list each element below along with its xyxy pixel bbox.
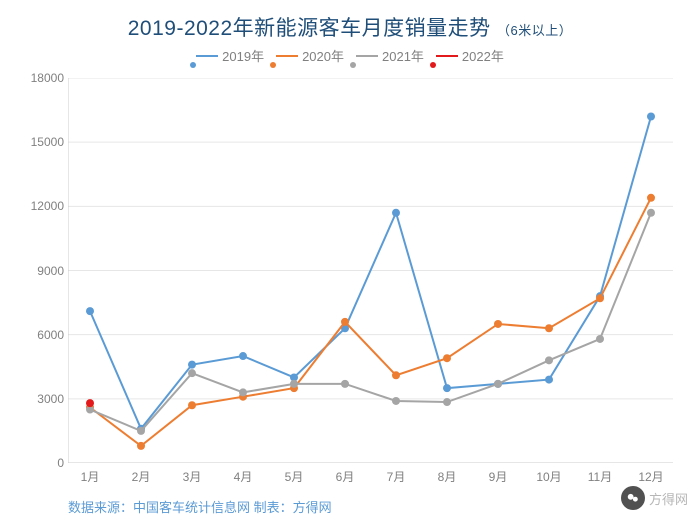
y-tick-label: 6000 xyxy=(37,328,64,342)
series-marker xyxy=(647,113,655,121)
series-marker xyxy=(443,384,451,392)
x-tick-label: 5月 xyxy=(285,468,304,485)
x-tick-label: 11月 xyxy=(588,468,612,485)
series-marker xyxy=(290,380,298,388)
x-tick-label: 12月 xyxy=(638,468,663,485)
legend-label: 2022年 xyxy=(462,46,504,65)
series-line xyxy=(90,213,651,431)
y-tick-label: 3000 xyxy=(37,392,64,406)
legend-swatch xyxy=(276,55,298,57)
title-sub: （6米以上） xyxy=(497,23,572,38)
legend-item: 2019年 xyxy=(196,46,264,65)
x-tick-label: 7月 xyxy=(387,468,406,485)
legend-item: 2022年 xyxy=(436,46,504,65)
legend-item: 2020年 xyxy=(276,46,344,65)
x-tick-label: 3月 xyxy=(183,468,202,485)
series-marker xyxy=(188,369,196,377)
chart-container: 2019-2022年新能源客车月度销量走势 （6米以上） 2019年2020年2… xyxy=(0,0,700,532)
legend-item: 2021年 xyxy=(356,46,424,65)
series-marker xyxy=(545,356,553,364)
series-marker xyxy=(545,324,553,332)
series-marker xyxy=(137,442,145,450)
chart-title: 2019-2022年新能源客车月度销量走势 （6米以上） xyxy=(0,12,700,42)
footer-source: 数据来源：中国客车统计信息网 制表：方得网 xyxy=(68,497,332,516)
series-marker xyxy=(647,209,655,217)
series-marker xyxy=(341,318,349,326)
series-marker xyxy=(86,307,94,315)
legend-label: 2021年 xyxy=(382,46,424,65)
series-marker xyxy=(392,371,400,379)
x-tick-label: 1月 xyxy=(81,468,100,485)
title-main: 2019-2022年新能源客车月度销量走势 xyxy=(128,17,491,40)
y-tick-label: 12000 xyxy=(31,199,64,213)
series-marker xyxy=(596,335,604,343)
y-tick-label: 0 xyxy=(57,456,64,470)
legend-swatch xyxy=(196,55,218,57)
series-line xyxy=(90,117,651,429)
series-marker xyxy=(392,397,400,405)
x-tick-label: 4月 xyxy=(234,468,253,485)
x-tick-label: 6月 xyxy=(336,468,355,485)
series-marker xyxy=(188,361,196,369)
series-marker xyxy=(494,320,502,328)
legend-swatch xyxy=(356,55,378,57)
x-tick-label: 8月 xyxy=(438,468,457,485)
x-tick-label: 9月 xyxy=(489,468,508,485)
series-marker xyxy=(647,194,655,202)
x-tick-label: 10月 xyxy=(536,468,561,485)
series-marker xyxy=(443,398,451,406)
series-marker xyxy=(137,427,145,435)
chart-legend: 2019年 2020年 2021年 2022年 xyxy=(0,46,700,72)
chart-plot xyxy=(68,78,673,463)
y-tick-label: 18000 xyxy=(31,71,64,85)
series-marker xyxy=(596,294,604,302)
x-tick-label: 2月 xyxy=(132,468,151,485)
series-marker xyxy=(188,401,196,409)
series-marker xyxy=(545,376,553,384)
series-marker xyxy=(239,388,247,396)
legend-swatch xyxy=(436,55,458,57)
watermark-text: 方得网 xyxy=(649,489,688,508)
series-marker xyxy=(239,352,247,360)
series-marker xyxy=(341,380,349,388)
wechat-icon xyxy=(621,486,645,510)
y-tick-label: 9000 xyxy=(37,264,64,278)
series-marker xyxy=(443,354,451,362)
series-marker xyxy=(494,380,502,388)
series-line xyxy=(90,198,651,446)
legend-label: 2019年 xyxy=(222,46,264,65)
legend-label: 2020年 xyxy=(302,46,344,65)
watermark: 方得网 xyxy=(621,486,688,510)
series-marker xyxy=(86,399,94,407)
series-marker xyxy=(392,209,400,217)
y-tick-label: 15000 xyxy=(31,135,64,149)
